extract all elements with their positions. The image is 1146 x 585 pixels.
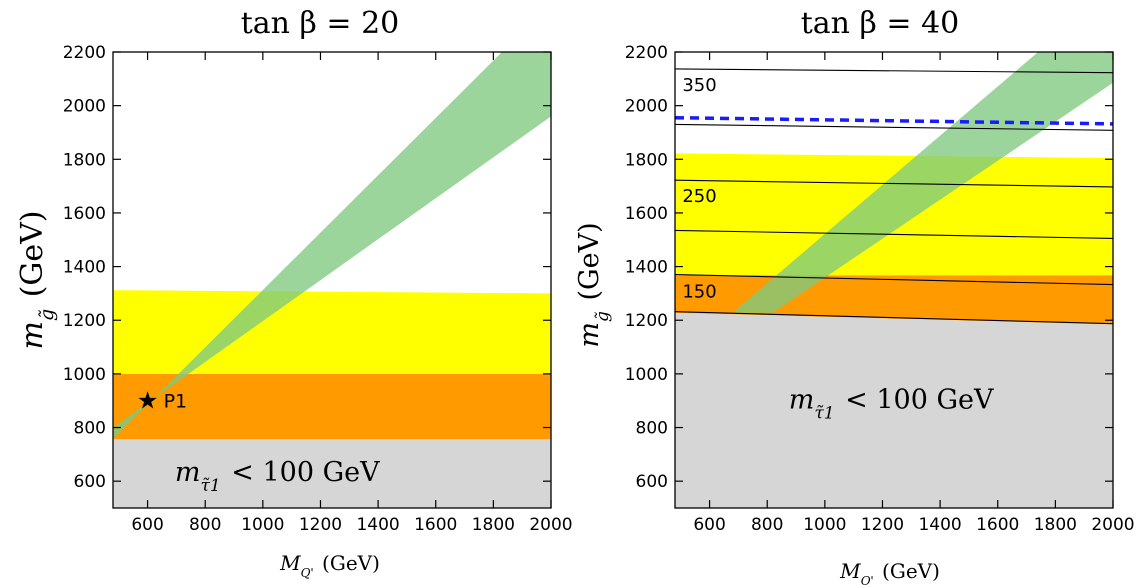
- region-gray: [113, 439, 551, 508]
- region-gray: [675, 312, 1113, 508]
- contour-line-5: [675, 311, 1113, 325]
- panel-left: mτ̃1 < 100 GeV ★ P1 600 800 1000 1200 1400 1600 1…: [15, 6, 573, 580]
- y-tick-label: 1800: [625, 150, 668, 170]
- region-green: [732, 52, 1113, 313]
- x-tick-label: 1200: [861, 515, 904, 535]
- contour-line-2: [675, 179, 1113, 188]
- region-label: mτ̃1 < 100 GeV: [789, 384, 994, 423]
- contour-line-0: [675, 68, 1113, 74]
- dashed-blue-line: [675, 115, 1113, 126]
- x-tick-label: 1000: [241, 515, 284, 535]
- contour-label-2: 150: [682, 281, 716, 302]
- x-tick-label: 2000: [1091, 515, 1134, 535]
- x-tick-label: 1800: [472, 515, 515, 535]
- chart-title: tan β = 20: [241, 6, 400, 41]
- y-axis-label: mg̃ (GeV): [15, 211, 58, 350]
- x-tick-label: 1600: [976, 515, 1019, 535]
- x-tick-label: 600: [131, 515, 163, 535]
- contour-line-4: [675, 274, 1113, 286]
- plot-frame: [674, 51, 1114, 509]
- x-tick-label: 800: [751, 515, 783, 535]
- y-tick-label: 1200: [63, 311, 106, 331]
- panel-right: 350 250 150 mτ̃1 < 100 GeV 600 800 1000 1200 140…: [574, 6, 1135, 585]
- y-tick-label: 1600: [625, 204, 668, 224]
- y-tick-label: 2000: [63, 97, 106, 117]
- x-tick-label: 2000: [529, 515, 572, 535]
- y-tick-label: 1800: [63, 150, 106, 170]
- contour-label-0: 350: [682, 75, 716, 96]
- x-axis-label: MQ' (GeV): [279, 551, 380, 580]
- x-axis-label: MQ' (GeV): [839, 559, 940, 585]
- x-tick-label: 1600: [414, 515, 457, 535]
- y-tick-label: 2200: [63, 43, 106, 63]
- region-yellow: [113, 290, 551, 374]
- y-axis-label: mg̃ (GeV): [574, 222, 613, 347]
- x-tick-label: 1200: [299, 515, 342, 535]
- contour-line-3: [675, 229, 1113, 239]
- plot-area: 350 250 150 mτ̃1 < 100 GeV: [675, 52, 1113, 508]
- chart-title: tan β = 40: [801, 6, 960, 41]
- x-tick-label: 1800: [1034, 515, 1077, 535]
- y-tick-label: 1000: [63, 365, 106, 385]
- x-tick-label: 1400: [356, 515, 399, 535]
- y-tick-label: 2200: [625, 43, 668, 63]
- x-tick-label: 800: [189, 515, 221, 535]
- y-tick-label: 1600: [63, 204, 106, 224]
- y-tick-label: 800: [74, 419, 106, 439]
- x-tick-label: 1400: [918, 515, 961, 535]
- y-tick-label: 600: [636, 472, 668, 492]
- plot-frame: [112, 51, 552, 509]
- y-tick-label: 1000: [625, 365, 668, 385]
- region-orange: [113, 373, 551, 440]
- y-tick-label: 1400: [625, 258, 668, 278]
- y-tick-label: 1200: [625, 311, 668, 331]
- y-tick-label: 2000: [625, 97, 668, 117]
- point-marker: ★: [137, 387, 159, 415]
- point-label: P1: [164, 391, 188, 413]
- plot-area: mτ̃1 < 100 GeV ★ P1: [113, 52, 551, 508]
- region-green: [113, 52, 551, 440]
- y-tick-label: 800: [636, 419, 668, 439]
- y-tick-label: 1400: [63, 258, 106, 278]
- x-tick-label: 1000: [803, 515, 846, 535]
- x-tick-label: 600: [693, 515, 725, 535]
- region-label: mτ̃1 < 100 GeV: [175, 457, 380, 496]
- y-tick-label: 600: [74, 472, 106, 492]
- contour-label-1: 250: [682, 186, 716, 207]
- contour-line-1: [675, 123, 1113, 131]
